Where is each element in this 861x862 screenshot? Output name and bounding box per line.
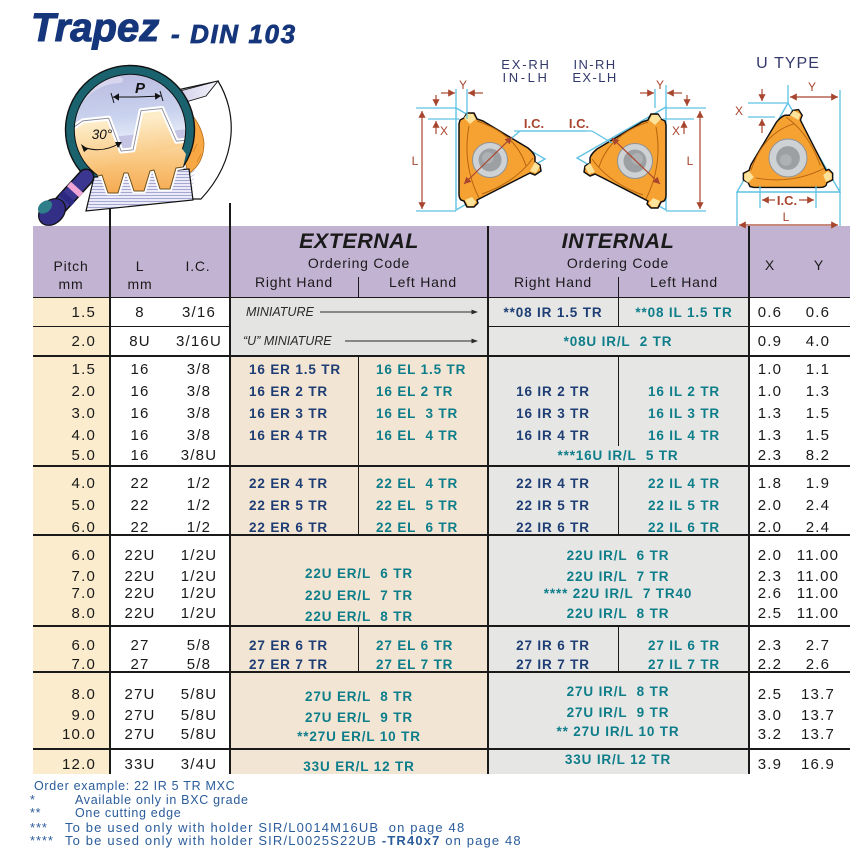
- svg-text:L: L: [412, 154, 419, 168]
- svg-text:Y: Y: [459, 78, 467, 92]
- svg-text:Y: Y: [656, 78, 664, 92]
- svg-text:I.C.: I.C.: [777, 193, 797, 208]
- svg-text:Y: Y: [808, 80, 816, 94]
- svg-text:L: L: [687, 154, 694, 168]
- svg-text:I.C.: I.C.: [524, 116, 544, 131]
- svg-text:X: X: [440, 124, 448, 138]
- svg-text:X: X: [672, 124, 680, 138]
- svg-text:30°: 30°: [92, 127, 113, 142]
- svg-text:I.C.: I.C.: [569, 116, 589, 131]
- svg-text:P: P: [135, 80, 146, 97]
- svg-text:L: L: [783, 210, 790, 224]
- svg-text:X: X: [735, 104, 743, 118]
